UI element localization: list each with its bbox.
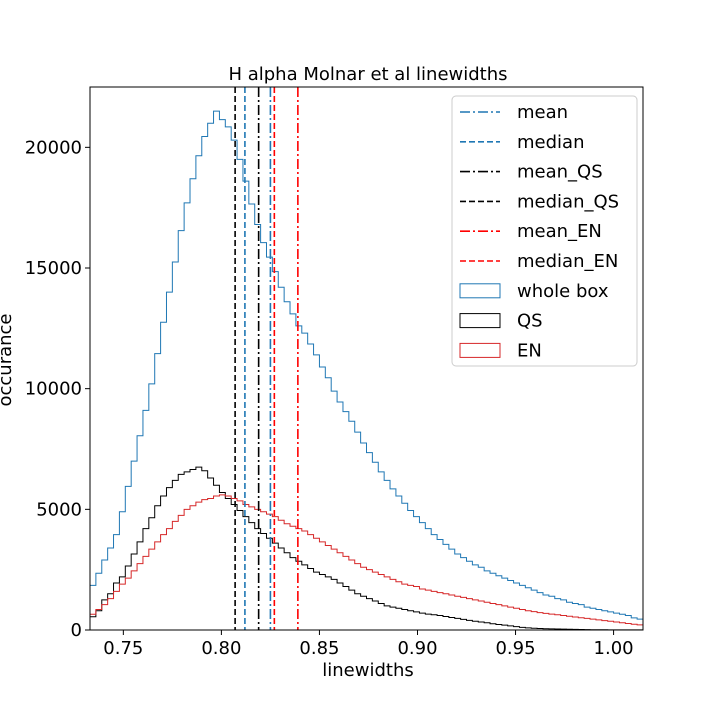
legend-items: mean median mean_QS median_QS mean_EN median_… xyxy=(459,102,619,361)
y-tick-label: 0 xyxy=(71,620,82,641)
legend-median-qs-label: median_QS xyxy=(517,191,619,212)
y-axis-ticks: 0 5000 10000 15000 20000 xyxy=(25,137,90,641)
y-tick-label: 20000 xyxy=(25,137,82,158)
legend-median-en-label: median_EN xyxy=(517,251,618,272)
legend-qs-label: QS xyxy=(517,311,543,332)
y-tick-label: 15000 xyxy=(25,258,82,279)
legend-en-label: EN xyxy=(517,340,542,361)
legend-median-label: median xyxy=(517,132,584,153)
legend-mean-label: mean xyxy=(517,102,568,123)
x-tick-label: 0.85 xyxy=(299,638,339,659)
x-tick-label: 0.95 xyxy=(495,638,535,659)
histogram-whole-box xyxy=(89,110,644,630)
legend-mean-qs-label: mean_QS xyxy=(517,162,603,183)
y-tick-label: 5000 xyxy=(36,499,82,520)
statistic-lines-group xyxy=(234,87,299,630)
legend-whole-box-label: whole box xyxy=(517,281,609,302)
legend-box xyxy=(451,95,638,367)
legend-mean-en-label: mean_EN xyxy=(517,221,602,242)
x-tick-label: 0.90 xyxy=(397,638,437,659)
y-axis-label: occurance xyxy=(0,313,16,406)
x-tick-label: 0.75 xyxy=(103,638,143,659)
x-axis-ticks: 0.75 0.80 0.85 0.90 0.95 1.00 xyxy=(103,630,634,659)
chart-title: H alpha Molnar et al linewidths xyxy=(228,64,507,85)
x-tick-label: 1.00 xyxy=(594,638,634,659)
x-tick-label: 0.80 xyxy=(201,638,241,659)
legend-whole-box-swatch xyxy=(459,283,501,299)
x-axis-label: linewidths xyxy=(322,660,413,681)
histogram-qs xyxy=(89,466,644,631)
axes-frame xyxy=(89,86,644,631)
legend-qs-swatch xyxy=(459,313,501,329)
histogram-en xyxy=(89,494,644,630)
legend: mean median mean_QS median_QS mean_EN median_… xyxy=(451,95,638,367)
histogram-series-group xyxy=(89,110,644,631)
legend-en-swatch xyxy=(459,342,501,358)
y-tick-label: 10000 xyxy=(25,379,82,400)
